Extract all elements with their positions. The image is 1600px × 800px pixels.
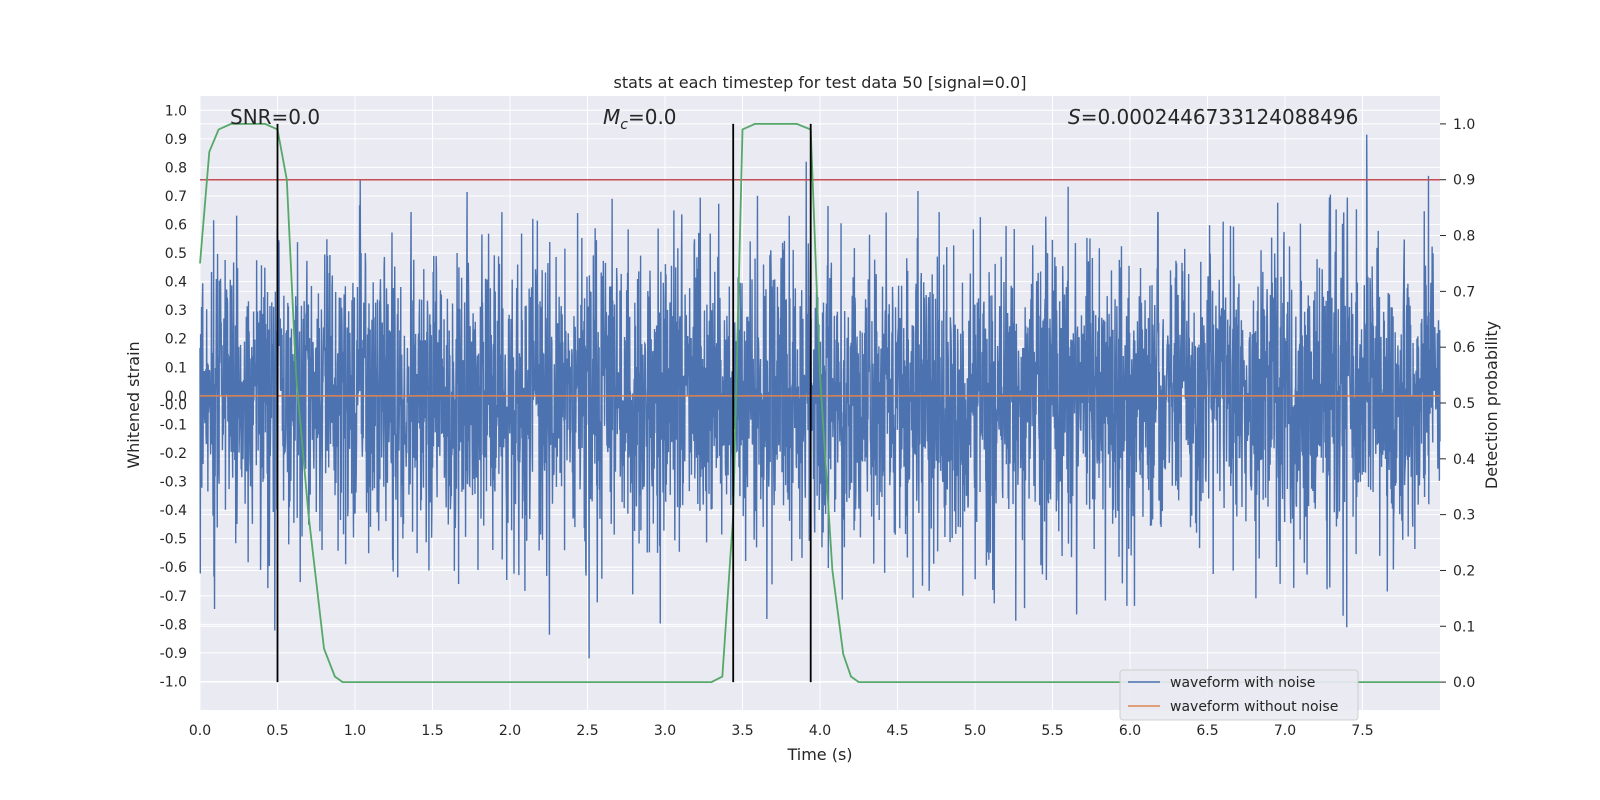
right-y-tick-label: 1.0 bbox=[1453, 117, 1475, 133]
left-y-tick-label: 0.4 bbox=[165, 275, 187, 291]
mc-subscript: c bbox=[620, 117, 628, 133]
legend: waveform with noise waveform without noi… bbox=[1119, 669, 1359, 721]
right-y-tick-label: 0.6 bbox=[1453, 340, 1475, 356]
s-symbol: S bbox=[1068, 105, 1081, 129]
left-y-tick-label: -0.9 bbox=[160, 646, 187, 662]
left-y-tick-label: 1.0 bbox=[165, 103, 187, 119]
snr-annotation: SNR=0.0 bbox=[230, 105, 320, 129]
right-y-tick-label: 0.8 bbox=[1453, 229, 1475, 245]
left-y-tick-label: -0.1 bbox=[160, 417, 187, 433]
x-tick-label: 6.5 bbox=[1196, 723, 1218, 739]
x-tick-label: 0.0 bbox=[189, 723, 211, 739]
left-y-tick-label: -0.6 bbox=[160, 560, 187, 576]
right-y-tick-label: 0.5 bbox=[1453, 396, 1475, 412]
x-axis-label: Time (s) bbox=[786, 745, 852, 764]
detection-probability-line bbox=[199, 123, 1440, 683]
left-y-tick-label: 0.3 bbox=[165, 303, 187, 319]
right-y-tick-label: 0.7 bbox=[1453, 284, 1475, 300]
s-value: =0.0002446733124088496 bbox=[1081, 105, 1359, 129]
x-tick-label: 5.0 bbox=[964, 723, 986, 739]
legend-label-clean: waveform without noise bbox=[1170, 699, 1338, 715]
waveform-with-noise-series bbox=[199, 134, 1441, 659]
left-y-tick-label: 0.1 bbox=[165, 360, 187, 376]
waveform-with-noise-line bbox=[199, 134, 1441, 659]
chirp-mass-annotation: Mc=0.0 bbox=[603, 105, 677, 133]
right-y-axis-label: Detection probability bbox=[1482, 321, 1501, 489]
left-y-tick-label: 0.0 bbox=[165, 389, 187, 405]
legend-label-noise: waveform with noise bbox=[1170, 675, 1315, 691]
x-tick-label: 7.5 bbox=[1351, 723, 1373, 739]
left-y-tick-label: -0.2 bbox=[160, 446, 187, 462]
x-tick-label: 7.0 bbox=[1274, 723, 1296, 739]
left-y-tick-label: 0.2 bbox=[165, 332, 187, 348]
x-tick-label: 1.0 bbox=[344, 723, 366, 739]
right-y-tick-label: 0.3 bbox=[1453, 508, 1475, 524]
left-y-tick-label: 0.9 bbox=[165, 132, 187, 148]
left-y-tick-label: -0.4 bbox=[160, 503, 187, 519]
right-y-tick-label: 0.2 bbox=[1453, 563, 1475, 579]
left-y-tick-label: -0.5 bbox=[160, 532, 187, 548]
x-tick-label: 5.5 bbox=[1041, 723, 1063, 739]
overlay-lines bbox=[199, 123, 1440, 683]
x-tick-label: 2.0 bbox=[499, 723, 521, 739]
x-tick-label: 1.5 bbox=[421, 723, 443, 739]
right-y-tick-label: 0.0 bbox=[1453, 675, 1475, 691]
x-tick-labels: 0.0 0.5 1.0 1.5 2.0 2.5 3.0 3.5 4.0 4.5 5.0 5.5 6.0 6… bbox=[189, 723, 1374, 739]
right-y-tick-label: 0.9 bbox=[1453, 173, 1475, 189]
mc-value: =0.0 bbox=[628, 105, 677, 129]
x-tick-label: 2.5 bbox=[576, 723, 598, 739]
right-y-tick-labels: 1.0 0.9 0.8 0.7 0.6 0.5 0.4 0.3 0.2 0.1 0.0 bbox=[1440, 117, 1475, 691]
left-y-tick-label: -0.8 bbox=[160, 617, 187, 633]
right-y-tick-label: 0.1 bbox=[1453, 619, 1475, 635]
left-y-tick-label: 0.7 bbox=[165, 189, 187, 205]
x-tick-label: 4.0 bbox=[809, 723, 831, 739]
mc-symbol: M bbox=[603, 105, 620, 129]
right-y-tick-label: 0.4 bbox=[1453, 452, 1475, 468]
left-y-tick-label: 0.5 bbox=[165, 246, 187, 262]
x-tick-label: 6.0 bbox=[1119, 723, 1141, 739]
x-tick-label: 3.5 bbox=[731, 723, 753, 739]
left-y-tick-label: -1.0 bbox=[160, 674, 187, 690]
left-y-tick-label: -0.7 bbox=[160, 589, 187, 605]
legend-box bbox=[1119, 669, 1359, 721]
left-y-tick-label: 0.8 bbox=[165, 160, 187, 176]
s-annotation: S=0.0002446733124088496 bbox=[1068, 105, 1358, 129]
left-y-tick-label: -0.0 bbox=[160, 397, 187, 413]
x-tick-label: 3.0 bbox=[654, 723, 676, 739]
left-y-tick-label: -0.3 bbox=[160, 475, 187, 491]
left-y-tick-labels: 1.0 0.9 0.8 0.7 0.6 0.5 0.4 0.3 0.2 0.1 0.0-0.0 -0.… bbox=[160, 103, 187, 690]
left-y-axis-label: Whitened strain bbox=[124, 341, 143, 468]
chart-title: stats at each timestep for test data 50 … bbox=[614, 73, 1027, 92]
left-y-tick-label: 0.6 bbox=[165, 218, 187, 234]
x-tick-label: 0.5 bbox=[266, 723, 288, 739]
x-tick-label: 4.5 bbox=[886, 723, 908, 739]
